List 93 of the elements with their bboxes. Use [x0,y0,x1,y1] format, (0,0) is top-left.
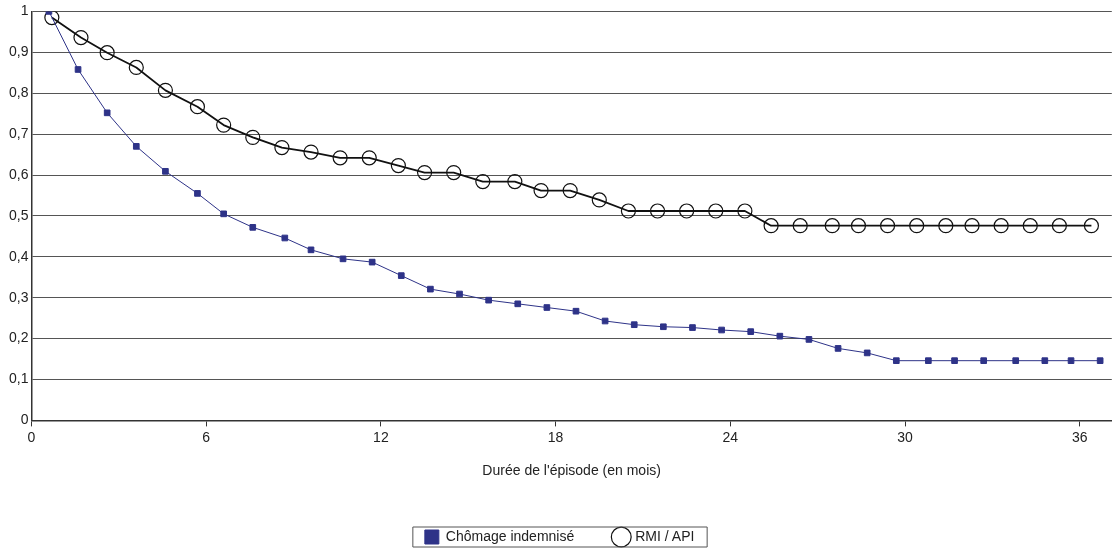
y-tick-label: 1 [20,2,29,19]
point [162,167,169,175]
point [1051,218,1067,234]
y-tick-label: 0,5 [8,206,29,223]
y-tick-label: 0,4 [8,247,29,264]
point [879,218,896,234]
point [74,66,82,73]
point [128,59,144,76]
x-tick-label: 12 [373,428,389,445]
point [361,150,377,166]
y-tick-label: 0,2 [8,329,29,346]
point [718,326,725,334]
x-axis-title: Durée de l'épisode (en mois) [482,462,661,479]
y-tick-label: 0,9 [8,43,29,60]
point [792,218,808,234]
point [925,357,932,365]
point [339,255,347,263]
point [572,307,580,315]
legend-label: RMI / API [635,527,695,544]
point [601,317,609,325]
y-tick-label: 0 [20,411,29,428]
point [562,182,578,199]
point [1041,357,1049,365]
point [737,203,753,219]
point [620,203,637,219]
legend-label: Chômage indemnisé [445,527,575,544]
point [892,357,900,365]
point [591,192,607,208]
point [216,117,232,133]
x-tick-label: 18 [547,428,564,445]
point [44,11,60,26]
point [747,328,755,335]
point [332,150,348,166]
point [1022,218,1038,234]
point [475,173,491,190]
point [660,323,667,331]
x-tick-label: 36 [1071,428,1088,445]
point [834,345,842,352]
y-tick-label: 0,6 [8,165,29,182]
point [630,321,638,329]
point [805,336,813,343]
point [390,157,406,174]
y-tick-label: 0,7 [8,124,29,141]
point [446,164,462,181]
point [456,290,463,298]
point [533,182,549,199]
point [485,296,492,304]
y-tick-label: 0,8 [8,84,29,101]
point [194,190,201,197]
point [427,285,434,293]
point [103,109,111,117]
point [1067,357,1075,365]
point [980,357,987,365]
point [776,332,784,340]
point [416,164,433,181]
point [1012,357,1020,365]
point [249,224,257,231]
point [307,246,315,254]
x-tick-label: 6 [202,428,211,445]
point [99,45,115,61]
point [863,349,871,357]
point [1083,218,1100,234]
point [368,258,376,266]
point [245,129,261,145]
point [850,218,867,234]
point [679,203,695,219]
point [157,82,174,98]
point [189,99,206,115]
point [824,218,840,234]
point [993,218,1009,234]
y-tick-label: 0,1 [8,370,29,387]
point [964,218,980,234]
x-tick-label: 30 [897,428,914,445]
y-tick-label: 0,3 [8,288,29,305]
point [649,203,666,219]
point [1096,357,1104,365]
point [73,29,89,46]
point [274,140,290,156]
point [220,210,227,218]
point [397,272,405,279]
point [763,218,779,234]
x-tick-label: 24 [722,428,739,445]
point [514,300,522,308]
point [708,203,724,219]
point [938,218,954,234]
point [303,144,319,160]
point [689,324,696,331]
point [507,173,523,190]
point [132,143,140,150]
point [951,357,958,365]
point [543,304,551,311]
point [909,218,925,234]
point [281,234,289,242]
